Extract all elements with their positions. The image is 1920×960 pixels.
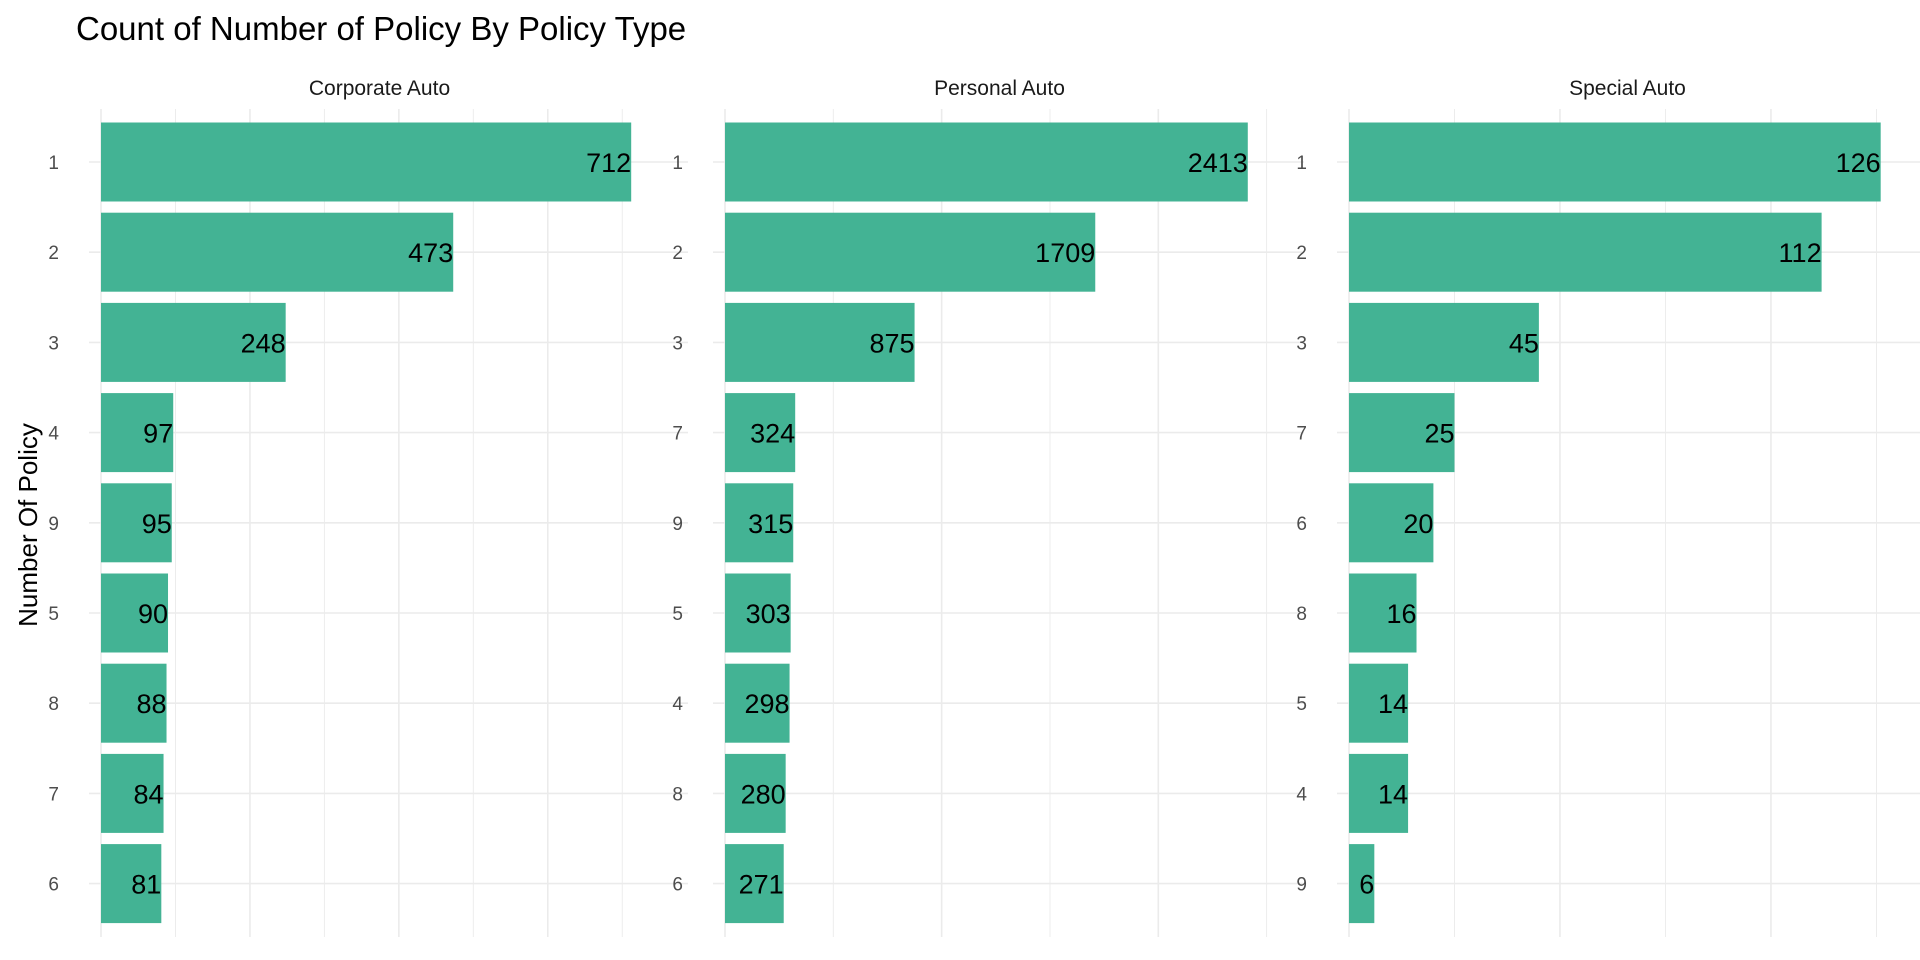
y-tick-label: 1 bbox=[672, 153, 683, 174]
y-tick-label: 5 bbox=[48, 604, 59, 625]
y-tick-label: 5 bbox=[1296, 694, 1307, 715]
bar bbox=[725, 483, 794, 563]
y-tick-label: 4 bbox=[48, 424, 59, 445]
facet-strip-label: Corporate Auto bbox=[309, 77, 450, 100]
y-tick-label: 9 bbox=[48, 514, 59, 535]
bar bbox=[101, 302, 286, 382]
bar bbox=[101, 844, 162, 924]
bar bbox=[101, 483, 172, 563]
bar bbox=[101, 753, 164, 833]
data-label: 271 bbox=[739, 870, 784, 900]
bar bbox=[1349, 483, 1434, 563]
data-label: 875 bbox=[870, 328, 915, 358]
y-tick-label: 9 bbox=[672, 514, 683, 535]
data-label: 2413 bbox=[1188, 148, 1248, 178]
y-tick-label: 8 bbox=[672, 784, 683, 805]
bar bbox=[725, 122, 1248, 202]
y-tick-label: 7 bbox=[1296, 424, 1307, 445]
bar bbox=[1349, 302, 1539, 382]
facet-strip-label: Special Auto bbox=[1569, 77, 1686, 100]
data-label: 97 bbox=[143, 419, 173, 449]
bar bbox=[1349, 573, 1417, 653]
data-label: 81 bbox=[131, 870, 161, 900]
bar bbox=[725, 663, 790, 743]
data-label: 126 bbox=[1836, 148, 1881, 178]
data-label: 712 bbox=[586, 148, 631, 178]
y-tick-label: 7 bbox=[672, 424, 683, 445]
y-tick-label: 3 bbox=[48, 333, 59, 354]
bar bbox=[725, 753, 786, 833]
y-tick-label: 1 bbox=[48, 153, 59, 174]
y-tick-label: 3 bbox=[672, 333, 683, 354]
data-label: 16 bbox=[1386, 599, 1416, 629]
y-axis-title: Number Of Policy bbox=[13, 423, 43, 627]
bar bbox=[101, 663, 167, 743]
y-tick-label: 8 bbox=[48, 694, 59, 715]
bar bbox=[1349, 122, 1881, 202]
bar bbox=[101, 212, 454, 292]
y-tick-label: 4 bbox=[1296, 784, 1307, 805]
data-label: 248 bbox=[241, 328, 286, 358]
y-tick-label: 2 bbox=[48, 243, 59, 264]
chart-title: Count of Number of Policy By Policy Type bbox=[76, 10, 686, 47]
bar bbox=[725, 393, 796, 473]
bar bbox=[101, 393, 174, 473]
y-tick-label: 1 bbox=[1296, 153, 1307, 174]
y-tick-label: 6 bbox=[1296, 514, 1307, 535]
bar bbox=[1349, 212, 1822, 292]
data-label: 298 bbox=[745, 689, 790, 719]
data-label: 303 bbox=[746, 599, 791, 629]
data-label: 324 bbox=[750, 419, 795, 449]
data-label: 112 bbox=[1779, 238, 1822, 268]
data-label: 6 bbox=[1359, 870, 1374, 900]
y-tick-label: 4 bbox=[672, 694, 683, 715]
bar bbox=[725, 844, 784, 924]
y-tick-label: 6 bbox=[48, 875, 59, 896]
y-tick-label: 9 bbox=[1296, 875, 1307, 896]
data-label: 280 bbox=[741, 779, 786, 809]
facet-panel-3: Special Auto 1 126 2 112 3 45 7 25 6 20 8 16 5 14 4 14 9 6 bbox=[1296, 77, 1920, 937]
bar bbox=[1349, 753, 1409, 833]
data-label: 1709 bbox=[1035, 238, 1095, 268]
y-tick-label: 5 bbox=[672, 604, 683, 625]
bar bbox=[1349, 844, 1375, 924]
bar bbox=[101, 122, 632, 202]
y-tick-label: 8 bbox=[1296, 604, 1307, 625]
y-tick-label: 6 bbox=[672, 875, 683, 896]
bar bbox=[1349, 663, 1409, 743]
facet-strip-label: Personal Auto bbox=[934, 77, 1065, 100]
data-label: 88 bbox=[136, 689, 166, 719]
y-tick-label: 7 bbox=[48, 784, 59, 805]
data-label: 45 bbox=[1509, 328, 1539, 358]
bar bbox=[101, 573, 169, 653]
bar bbox=[725, 573, 791, 653]
data-label: 95 bbox=[142, 509, 172, 539]
data-label: 20 bbox=[1403, 509, 1433, 539]
data-label: 14 bbox=[1378, 779, 1408, 809]
y-tick-label: 2 bbox=[1296, 243, 1307, 264]
bar bbox=[725, 212, 1096, 292]
y-tick-label: 3 bbox=[1296, 333, 1307, 354]
y-tick-label: 2 bbox=[672, 243, 683, 264]
data-label: 473 bbox=[408, 238, 453, 268]
data-label: 14 bbox=[1378, 689, 1408, 719]
data-label: 315 bbox=[748, 509, 793, 539]
data-label: 84 bbox=[134, 779, 164, 809]
bar bbox=[1349, 393, 1455, 473]
bar bbox=[725, 302, 915, 382]
data-label: 90 bbox=[138, 599, 168, 629]
data-label: 25 bbox=[1424, 419, 1454, 449]
